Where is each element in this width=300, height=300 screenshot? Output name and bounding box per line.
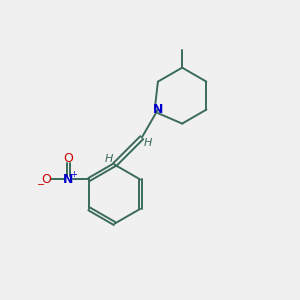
- Text: H: H: [143, 139, 152, 148]
- Text: H: H: [105, 154, 113, 164]
- Text: +: +: [70, 170, 77, 179]
- Text: N: N: [63, 173, 74, 186]
- Text: O: O: [64, 152, 74, 165]
- Text: O: O: [41, 173, 51, 186]
- Text: N: N: [153, 103, 163, 116]
- Text: −: −: [37, 180, 45, 190]
